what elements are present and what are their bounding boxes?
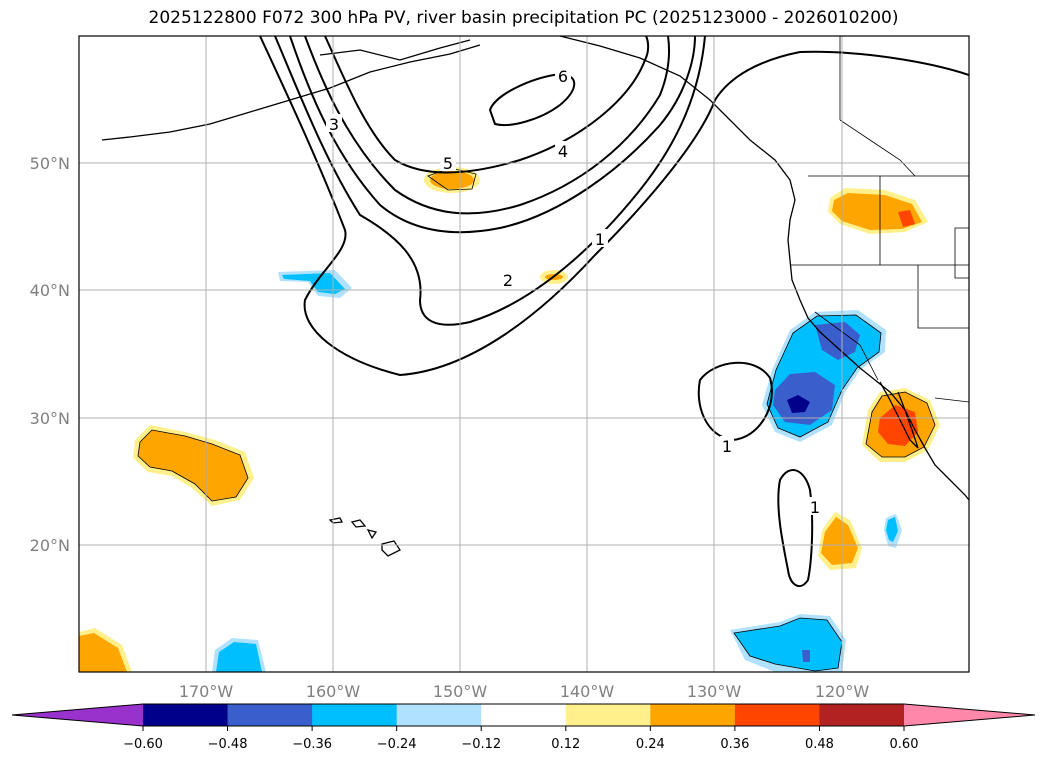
colorbar-tick-label: −0.36 (292, 737, 332, 752)
colorbar-segment (227, 704, 313, 726)
colorbar-segment (312, 704, 398, 726)
contour-label-6: 6 (558, 67, 568, 86)
map-frame (78, 35, 970, 673)
lat-label-30n: 30°N (30, 409, 70, 428)
lon-label-120w: 120°W (815, 682, 870, 701)
gridlines (79, 36, 969, 672)
colorbar-tick-label: 0.24 (636, 737, 665, 752)
colorbar-tick-label: 0.60 (890, 737, 919, 752)
precip-negative (734, 618, 842, 671)
colorbar-extend-low (12, 704, 143, 726)
precip-positive (138, 430, 248, 501)
contour-label-5: 5 (443, 154, 453, 173)
pv-contour-1 (259, 36, 969, 377)
precip-negative (282, 273, 345, 294)
colorbar-segment (734, 704, 820, 726)
map-area: 6 5 4 3 2 1 1 1 (79, 36, 969, 672)
colorbar-segment (481, 704, 567, 726)
colorbar-segment (143, 704, 229, 726)
precip-positive (430, 171, 474, 189)
contour-label-1b: 1 (722, 437, 732, 456)
precip-negative-mid (802, 650, 810, 662)
colorbar-segment (565, 704, 651, 726)
contour-label-1: 1 (595, 230, 605, 249)
colorbar-tick-label: −0.24 (377, 737, 417, 752)
colorbar: −0.60 −0.48 −0.36 −0.24 −0.12 0.12 0.24 0.36 0.4… (11, 703, 1036, 752)
lon-labels: 170°W 160°W 150°W 140°W 130°W 120°W (179, 682, 870, 701)
pv-contour-2 (274, 36, 706, 326)
colorbar-tick-label: −0.60 (123, 737, 163, 752)
lon-label-160w: 160°W (306, 682, 361, 701)
map-title: 2025122800 F072 300 hPa PV, river basin … (148, 8, 899, 28)
colorbar-segment (650, 704, 736, 726)
colorbar-tick-label: 0.12 (551, 737, 580, 752)
colorbar-tick-label: −0.48 (208, 737, 248, 752)
pv-contour-4 (304, 36, 670, 215)
pv-contours (259, 36, 969, 588)
precip-negative (886, 517, 898, 542)
colorbar-tick-label: 0.36 (720, 737, 749, 752)
precip-positive (79, 633, 127, 672)
lon-label-170w: 170°W (179, 682, 234, 701)
lat-labels: 50°N 40°N 30°N 20°N (30, 154, 70, 555)
lon-label-150w: 150°W (433, 682, 488, 701)
precip-negative-mid (815, 322, 860, 360)
precip-negative-dark (787, 395, 810, 413)
contour-labels: 6 5 4 3 2 1 1 1 (326, 66, 822, 517)
contour-label-4: 4 (558, 142, 568, 161)
pv-contour-5 (324, 36, 650, 174)
lat-label-20n: 20°N (30, 536, 70, 555)
pv-contour-closed-1a (697, 361, 773, 442)
precip-positive (821, 517, 858, 565)
pv-contour-closed-1b (777, 468, 814, 588)
precip-shading (79, 167, 940, 672)
lon-label-140w: 140°W (560, 682, 615, 701)
precip-positive-strong (898, 210, 915, 227)
colorbar-segment (819, 704, 905, 726)
contour-label-2: 2 (503, 271, 513, 290)
contour-label-3: 3 (329, 115, 339, 134)
colorbar-tick-label: −0.12 (461, 737, 501, 752)
precip-negative (216, 642, 262, 672)
colorbar-extend-high (904, 704, 1035, 726)
lat-label-50n: 50°N (30, 154, 70, 173)
lat-label-40n: 40°N (30, 281, 70, 300)
precip-positive (832, 193, 922, 230)
pv-contour-3 (289, 36, 696, 234)
pv-contour-6 (488, 72, 576, 126)
contour-label-1c: 1 (810, 498, 820, 517)
lon-label-130w: 130°W (687, 682, 742, 701)
colorbar-segment (396, 704, 482, 726)
borders (790, 36, 969, 403)
colorbar-tick-label: 0.48 (805, 737, 834, 752)
